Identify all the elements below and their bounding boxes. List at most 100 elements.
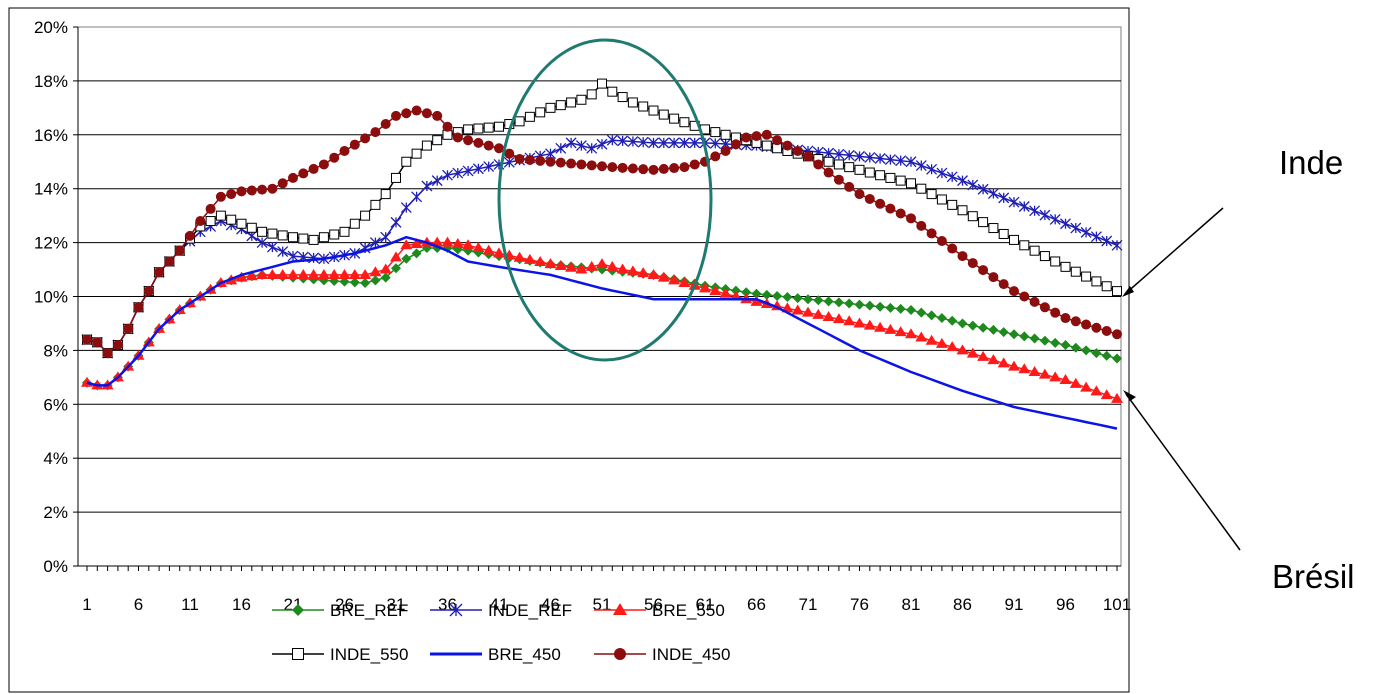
data-point bbox=[133, 302, 144, 313]
data-point bbox=[987, 188, 999, 200]
data-point bbox=[421, 180, 433, 192]
data-point bbox=[339, 226, 350, 237]
data-point bbox=[266, 268, 279, 279]
y-tick-label: 14% bbox=[34, 180, 68, 199]
data-point bbox=[637, 267, 650, 278]
data-point bbox=[966, 347, 979, 358]
data-point bbox=[297, 268, 310, 279]
data-point bbox=[1090, 231, 1102, 243]
y-axis-ticks: 0% 2% 4% 6% 8% 10% 12% 14% 16% 18% 20% bbox=[34, 18, 79, 576]
data-point bbox=[998, 279, 1009, 290]
data-point bbox=[967, 211, 978, 222]
x-tick-label: 81 bbox=[902, 595, 921, 614]
x-tick-label: 51 bbox=[593, 595, 612, 614]
data-point bbox=[597, 161, 607, 172]
data-point bbox=[1101, 325, 1112, 336]
data-point bbox=[751, 288, 762, 299]
data-point bbox=[164, 256, 175, 267]
data-point bbox=[328, 268, 341, 279]
y-tick-label: 16% bbox=[34, 126, 68, 145]
data-point bbox=[1081, 345, 1092, 356]
data-point bbox=[369, 266, 382, 277]
data-point bbox=[576, 159, 587, 170]
data-point bbox=[925, 334, 938, 345]
data-point bbox=[370, 199, 381, 210]
data-point bbox=[875, 301, 886, 312]
data-point bbox=[1080, 381, 1093, 392]
data-point bbox=[226, 189, 237, 200]
data-point bbox=[494, 143, 504, 154]
data-point bbox=[1081, 319, 1092, 330]
data-point bbox=[977, 183, 989, 195]
data-point bbox=[308, 234, 319, 245]
data-point bbox=[854, 150, 865, 162]
data-point bbox=[772, 290, 783, 301]
data-point bbox=[329, 152, 340, 163]
x-tick-label: 96 bbox=[1056, 595, 1075, 614]
data-point bbox=[339, 145, 350, 156]
data-point bbox=[1009, 234, 1019, 245]
data-point bbox=[380, 189, 391, 200]
data-point bbox=[720, 129, 731, 140]
data-point bbox=[936, 313, 947, 324]
data-point bbox=[411, 105, 422, 116]
data-point bbox=[236, 186, 247, 197]
data-point bbox=[257, 226, 268, 237]
data-point bbox=[843, 315, 856, 326]
data-point bbox=[523, 253, 536, 264]
data-point bbox=[463, 135, 474, 146]
x-tick-label: 6 bbox=[134, 595, 143, 614]
data-point bbox=[853, 317, 866, 328]
data-point bbox=[349, 139, 360, 150]
data-point bbox=[627, 97, 638, 108]
data-point bbox=[555, 157, 566, 168]
data-point bbox=[391, 172, 401, 183]
x-axis-ticks: 1 6 11 16 21 26 31 36 41 46 51 56 61 66 71 76 81 86 91 96 10… bbox=[78, 565, 1131, 614]
data-point bbox=[597, 78, 607, 89]
series-line bbox=[86, 235, 1118, 430]
data-point bbox=[452, 132, 463, 143]
data-point bbox=[648, 105, 659, 116]
data-point bbox=[803, 151, 813, 162]
data-point bbox=[400, 202, 412, 214]
data-point bbox=[513, 251, 526, 262]
data-point bbox=[669, 113, 680, 124]
series-bre-550 bbox=[81, 236, 1123, 403]
data-point bbox=[1091, 322, 1102, 333]
y-tick-label: 6% bbox=[43, 395, 68, 414]
x-tick-label: 86 bbox=[953, 595, 972, 614]
y-tick-label: 20% bbox=[34, 18, 68, 37]
data-point bbox=[451, 237, 464, 248]
x-tick-label: 11 bbox=[181, 595, 199, 614]
data-point bbox=[947, 315, 958, 326]
data-point bbox=[452, 167, 464, 179]
data-point bbox=[1101, 235, 1113, 247]
data-point bbox=[926, 310, 937, 321]
x-tick-label: 101 bbox=[1103, 595, 1131, 614]
data-point bbox=[92, 337, 103, 348]
data-point bbox=[360, 133, 371, 144]
data-point bbox=[1018, 363, 1031, 374]
x-tick-label: 16 bbox=[232, 595, 251, 614]
data-point bbox=[936, 167, 948, 179]
data-point bbox=[287, 268, 299, 279]
data-point bbox=[669, 163, 680, 174]
data-point bbox=[844, 181, 855, 192]
data-point bbox=[761, 289, 772, 300]
data-point bbox=[441, 236, 454, 247]
legend-label: INDE_REF bbox=[488, 601, 572, 620]
x-tick-label: 26 bbox=[335, 595, 354, 614]
data-point bbox=[678, 137, 690, 149]
data-point bbox=[380, 231, 392, 243]
data-point bbox=[432, 110, 443, 121]
data-point bbox=[267, 183, 278, 194]
data-point bbox=[648, 137, 659, 149]
data-point bbox=[1050, 256, 1061, 267]
annotation-arrows bbox=[1122, 207, 1241, 551]
data-point bbox=[1060, 218, 1071, 230]
data-point bbox=[1070, 316, 1081, 327]
data-point bbox=[442, 169, 453, 181]
data-point bbox=[82, 334, 92, 345]
data-point bbox=[348, 268, 361, 279]
data-point bbox=[494, 121, 504, 132]
